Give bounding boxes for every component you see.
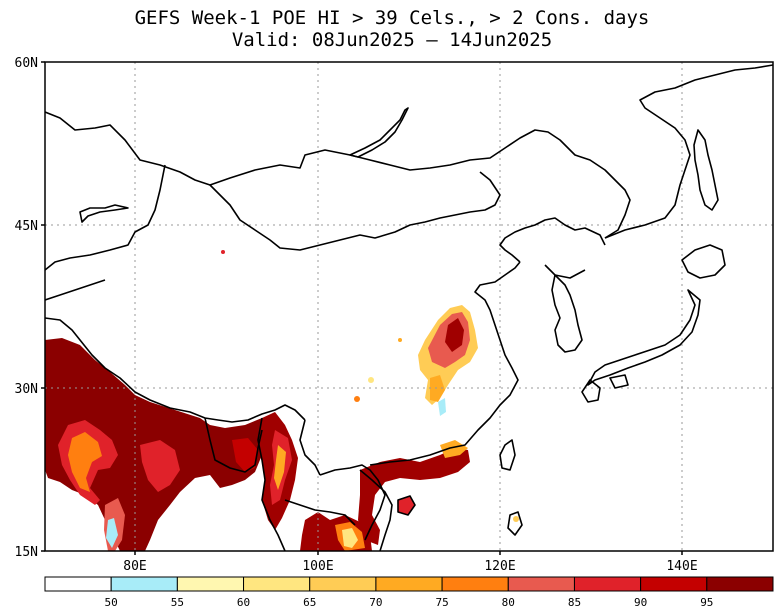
colorbar-swatch-7 — [507, 576, 575, 592]
shade-india-80 — [68, 432, 102, 492]
shade-south-china-light — [440, 440, 468, 458]
colorbar-tick-label-3: 65 — [303, 596, 316, 609]
lat-label-45n: 45N — [15, 219, 38, 234]
island-hokkaido — [681, 244, 726, 279]
shade-spot-5 — [513, 516, 519, 522]
border-mongolia — [209, 171, 501, 251]
shade-spot-3 — [368, 377, 374, 383]
colorbar-tick-label-9: 95 — [700, 596, 713, 609]
lon-label-120e: 120E — [484, 559, 515, 574]
shade-central-china-edge — [438, 398, 446, 416]
border-central-asia — [45, 164, 166, 271]
map-title-line-2: Valid: 08Jun2025 — 14Jun2025 — [231, 29, 553, 51]
lon-label-80e: 80E — [123, 559, 146, 574]
border-bangladesh — [204, 417, 263, 473]
shade-bangladesh — [232, 438, 258, 472]
island-luzon — [507, 511, 523, 536]
border-kazakh-russia — [45, 111, 631, 239]
korea-border — [544, 264, 586, 279]
lat-tick-marks — [41, 61, 45, 552]
colorbar-tick-label-8: 90 — [634, 596, 647, 609]
lon-label-100e: 100E — [302, 559, 333, 574]
lat-label-60n: 60N — [15, 56, 38, 71]
shade-thailand-light — [342, 528, 358, 548]
colorbar-tick-label-1: 55 — [171, 596, 184, 609]
island-taiwan — [499, 439, 516, 471]
colorbar-swatch-8 — [573, 576, 642, 592]
island-honshu — [587, 289, 701, 386]
island-shikoku — [609, 374, 629, 389]
probability-shading — [45, 250, 519, 551]
lat-label-30n: 30N — [15, 382, 38, 397]
colorbar-swatch-5 — [375, 576, 443, 592]
coast-russia-far-east — [604, 64, 773, 239]
colorbar-swatch-2 — [176, 576, 245, 592]
border-myanmar-china — [299, 419, 321, 476]
colorbar-tick-label-2: 60 — [237, 596, 250, 609]
island-kyushu — [581, 379, 601, 403]
colorbar-tick-label-5: 75 — [435, 596, 448, 609]
graticule — [45, 62, 773, 551]
shade-spot-1 — [221, 250, 225, 254]
colorbar-swatch-6 — [441, 576, 509, 592]
colorbar-swatch-10 — [706, 576, 774, 592]
shade-central-china-core — [445, 318, 464, 352]
border-kyrgyz — [45, 279, 106, 301]
coast-china-east — [369, 261, 521, 466]
lake-baikal — [349, 107, 409, 158]
colorbar-tick-label-6: 80 — [502, 596, 515, 609]
shade-india-tip — [106, 518, 118, 548]
colorbar-swatch-9 — [640, 576, 708, 592]
island-hainan — [397, 495, 416, 516]
colorbar-tick-label-0: 50 — [105, 596, 118, 609]
boundaries — [45, 64, 773, 551]
shade-myanmar-light — [274, 445, 286, 490]
lat-label-15n: 15N — [15, 545, 38, 560]
shade-india-central — [140, 440, 180, 492]
map-title-line-1: GEFS Week-1 POE HI > 39 Cels., > 2 Cons.… — [134, 7, 650, 29]
lon-tick-marks — [134, 551, 683, 555]
map-frame — [44, 61, 774, 552]
lon-label-140e: 140E — [666, 559, 697, 574]
border-myanmar — [257, 417, 286, 551]
colorbar-swatch-1 — [110, 576, 178, 592]
border-thailand — [284, 499, 356, 526]
colorbar-tick-label-7: 85 — [568, 596, 581, 609]
colorbar-swatch-3 — [243, 576, 311, 592]
colorbar-swatch-4 — [309, 576, 377, 592]
colorbar: 50 55 60 65 70 75 80 85 90 95 — [44, 576, 774, 609]
shade-south-china — [358, 448, 470, 545]
coast-bohai — [499, 217, 606, 263]
shade-central-china-tail — [430, 375, 445, 402]
shade-spot-2 — [354, 396, 360, 402]
border-indochina-coast — [359, 469, 393, 551]
shade-spot-4 — [398, 338, 402, 342]
island-sakhalin — [693, 129, 719, 211]
border-laos — [319, 464, 386, 541]
korea-peninsula — [551, 274, 583, 353]
lake-balkhash — [79, 204, 129, 223]
colorbar-swatch-0 — [44, 576, 112, 592]
colorbar-tick-label-4: 70 — [369, 596, 382, 609]
border-himalaya — [45, 317, 306, 423]
